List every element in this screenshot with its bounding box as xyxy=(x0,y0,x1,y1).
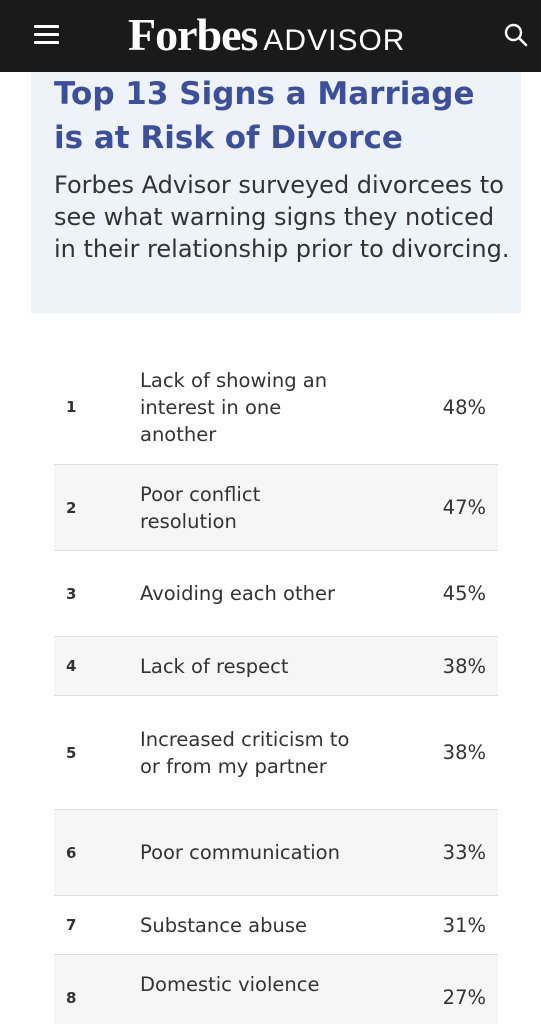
signs-table: 1 Lack of showing an interest in one ano… xyxy=(54,350,498,1024)
table-row: 7 Substance abuse 31% xyxy=(54,896,498,955)
sign-label: Increased criticism to or from my partne… xyxy=(140,727,350,778)
sign-percent: 48% xyxy=(442,395,486,419)
logo-forbes-text: Forbes xyxy=(128,9,258,60)
table-row: 5 Increased criticism to or from my part… xyxy=(54,696,498,810)
article-title: Top 13 Signs a Marriage is at Risk of Di… xyxy=(54,76,475,156)
sign-percent: 33% xyxy=(442,841,486,864)
table-row: 4 Lack of respect 38% xyxy=(54,637,498,696)
rank-number: 3 xyxy=(66,584,77,603)
sign-percent: 31% xyxy=(442,913,486,937)
hamburger-menu-icon[interactable] xyxy=(34,25,59,44)
rank-number: 6 xyxy=(66,843,77,862)
logo-advisor-text: ADVISOR xyxy=(263,24,406,57)
rank-number: 5 xyxy=(66,743,77,762)
table-row: 2 Poor conflict resolution 47% xyxy=(54,465,498,551)
site-header: Forbes ADVISOR xyxy=(0,0,541,72)
sign-percent: 38% xyxy=(442,654,486,678)
table-row: 3 Avoiding each other 45% xyxy=(54,551,498,637)
sign-percent: 27% xyxy=(442,986,486,1009)
site-logo[interactable]: Forbes ADVISOR xyxy=(128,8,405,60)
sign-label: Poor communication xyxy=(140,841,340,864)
sign-label: Substance abuse xyxy=(140,913,307,937)
table-row: 6 Poor communication 33% xyxy=(54,810,498,896)
search-icon[interactable] xyxy=(503,22,529,48)
sign-label: Poor conflict resolution xyxy=(140,482,261,533)
rank-number: 8 xyxy=(66,989,77,1007)
sign-label: Avoiding each other xyxy=(140,582,335,605)
table-row: 8 Domestic violence 27% xyxy=(54,955,498,1024)
rank-number: 1 xyxy=(66,398,77,416)
article-subtitle: Forbes Advisor surveyed divorcees to see… xyxy=(54,171,510,263)
rank-number: 2 xyxy=(66,498,77,517)
table-row: 1 Lack of showing an interest in one ano… xyxy=(54,350,498,465)
sign-label: Lack of respect xyxy=(140,654,289,678)
sign-percent: 38% xyxy=(442,741,486,764)
sign-percent: 45% xyxy=(442,582,486,605)
sign-percent: 47% xyxy=(442,496,486,519)
rank-number: 4 xyxy=(66,657,77,675)
sign-label: Domestic violence xyxy=(140,973,320,996)
rank-number: 7 xyxy=(66,916,77,934)
article-intro-card: Top 13 Signs a Marriage is at Risk of Di… xyxy=(31,72,521,313)
sign-label: Lack of showing an interest in one anoth… xyxy=(140,368,328,446)
